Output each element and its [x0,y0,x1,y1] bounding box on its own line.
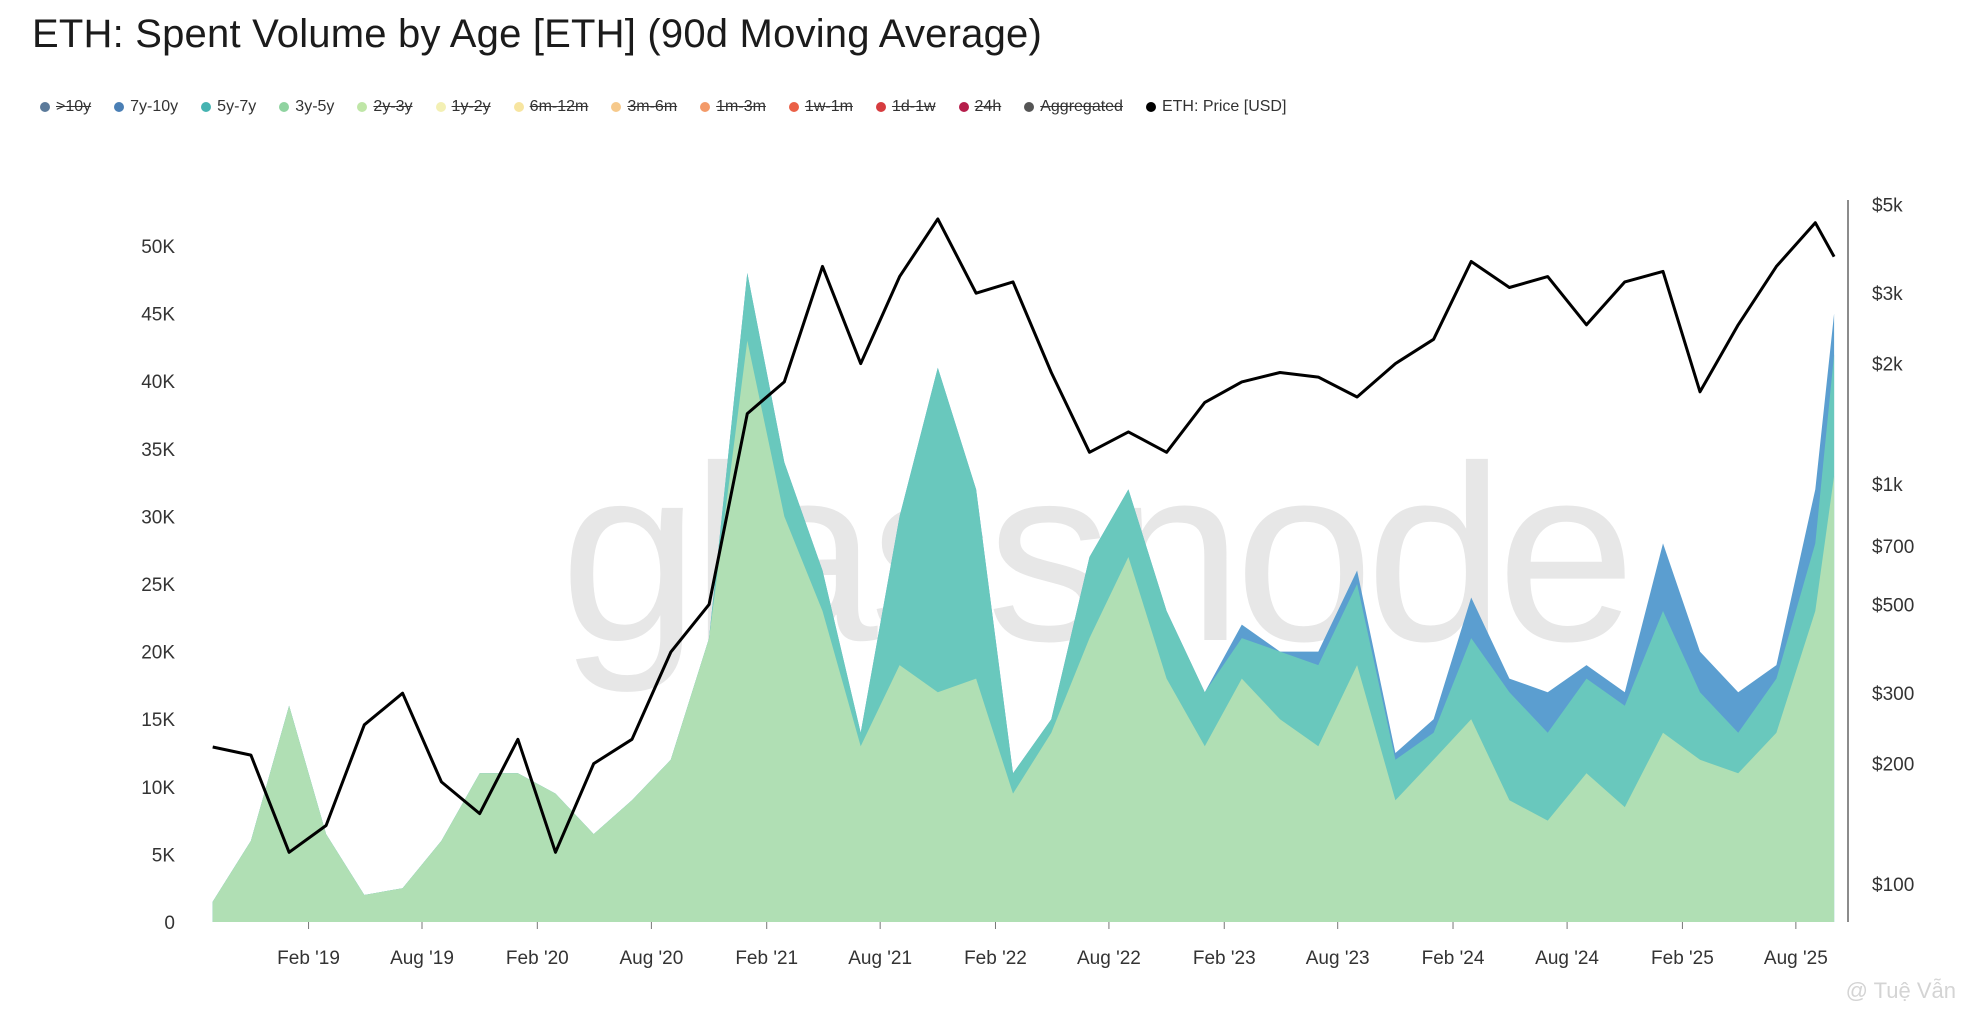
y-right-tick-label: $1k [1872,475,1903,496]
legend-dot [357,102,368,112]
area-series-group [212,273,1835,923]
legend-dot [513,102,524,112]
credit-watermark: @ Tuệ Vẫn [1845,978,1956,1003]
y-right-tick-label: $100 [1872,875,1914,896]
legend-item-4[interactable]: 2y-3y [357,98,413,116]
y-left-tick-label: 40K [141,372,175,393]
y-left-tick-label: 15K [141,710,175,731]
y-right-tick-label: $2k [1872,355,1903,376]
x-tick-label: Aug '20 [619,948,683,969]
y-left-tick-label: 20K [141,643,175,664]
x-tick-label: Feb '20 [506,948,569,969]
legend-item-13[interactable]: ETH: Price [USD] [1145,98,1287,116]
y-right-tick-label: $700 [1872,537,1914,558]
legend-label: >10y [56,98,92,115]
legend-dot [435,102,446,112]
y-left-tick-label: 30K [141,507,175,528]
area-series-3y-5y [212,340,1835,923]
chart-legend: >10y 7y-10y 5y-7y 3y-5y 2y-3y 1y-2y 6m-12m 3m-6… [40,98,1309,116]
y-left-tick-label: 25K [141,575,175,596]
y-axis-right: $100 $200 $300 $500 $700 $1k $2k $3k $5k [1872,195,1914,896]
x-tick-label: Feb '19 [277,948,340,969]
legend-label: ETH: Price [USD] [1161,98,1287,115]
legend-item-11[interactable]: 24h [958,98,1002,116]
legend-label: 1m-3m [716,98,766,115]
y-right-tick-label: $5k [1872,195,1903,216]
legend-item-2[interactable]: 5y-7y [201,98,256,116]
y-left-tick-label: 45K [141,305,175,326]
legend-dot [958,102,969,112]
legend-label: 6m-12m [529,98,589,115]
legend-label: 1d-1w [891,98,936,115]
y-right-tick-label: $3k [1872,284,1903,305]
legend-label: 1y-2y [451,98,491,115]
y-right-tick-label: $200 [1872,755,1914,776]
legend-label: 7y-10y [130,98,179,115]
legend-dot [788,102,799,112]
legend-dot [201,102,212,112]
legend-item-8[interactable]: 1m-3m [700,98,766,116]
legend-label: 3m-6m [627,98,678,115]
legend-item-10[interactable]: 1d-1w [875,98,936,116]
y-left-tick-label: 50K [141,237,175,258]
x-tick-label: Feb '23 [1193,948,1256,969]
x-tick-label: Aug '23 [1306,948,1370,969]
legend-label: 24h [974,98,1002,115]
chart-title: ETH: Spent Volume by Age [ETH] (90d Movi… [32,12,1042,56]
legend-item-6[interactable]: 6m-12m [513,98,589,116]
x-tick-label: Aug '21 [848,948,912,969]
legend-dot [875,102,886,112]
x-tick-label: Aug '22 [1077,948,1141,969]
x-tick-label: Feb '24 [1422,948,1485,969]
legend-dot [279,102,290,112]
legend-dot [700,102,711,112]
legend-label: 3y-5y [295,98,335,115]
legend-item-5[interactable]: 1y-2y [435,98,491,116]
legend-dot [611,102,622,112]
y-left-tick-label: 5K [152,845,176,866]
legend-dot [1145,102,1156,112]
legend-item-3[interactable]: 3y-5y [279,98,334,116]
x-tick-label: Feb '21 [735,948,798,969]
legend-item-9[interactable]: 1w-1m [788,98,853,116]
x-tick-label: Aug '25 [1764,948,1828,969]
legend-label: 2y-3y [373,98,413,115]
legend-dot [40,102,50,112]
legend-item-7[interactable]: 3m-6m [611,98,677,116]
legend-dot [1024,102,1035,112]
y-right-tick-label: $300 [1872,684,1914,705]
y-right-tick-label: $500 [1872,595,1914,616]
legend-item-12[interactable]: Aggregated [1024,98,1123,116]
x-tick-label: Feb '22 [964,948,1027,969]
legend-label: 1w-1m [804,98,853,115]
x-tick-label: Aug '24 [1535,948,1599,969]
x-tick-label: Feb '25 [1651,948,1714,969]
y-left-tick-label: 10K [141,778,175,799]
price-line-group [212,217,1836,854]
y-left-tick-label: 35K [141,440,175,461]
area-series-5y-7y [212,273,1835,922]
legend-label: Aggregated [1040,98,1123,115]
price-line [212,217,1836,854]
legend-label: 5y-7y [217,98,257,115]
legend-dot [114,102,125,112]
y-left-tick-label: 0 [164,913,175,934]
x-tick-label: Aug '19 [390,948,454,969]
y-axis-left: 0 5K 10K 15K 20K 25K 30K 35K 40K 45K 50K [141,237,175,934]
x-axis: Feb '19 Aug '19 Feb '20 Aug '20 Feb '21 Aug '… [277,922,1828,969]
legend-item-1[interactable]: 7y-10y [114,98,178,116]
legend-item-0[interactable]: >10y [40,98,91,116]
